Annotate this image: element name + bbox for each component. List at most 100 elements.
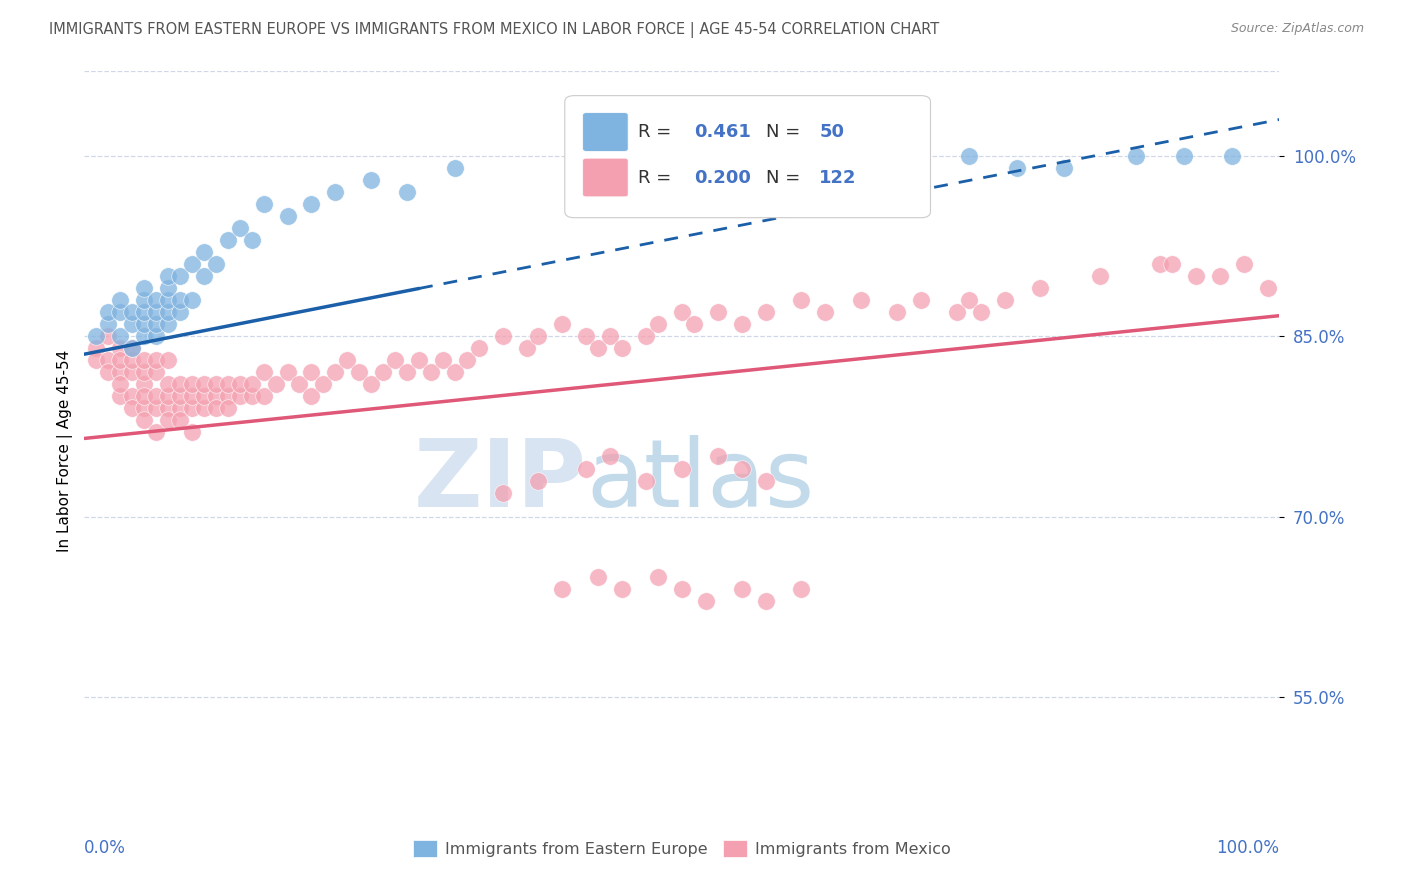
Point [683, 317, 706, 331]
Point [240, 377, 263, 392]
Point [396, 365, 419, 379]
Point [731, 317, 754, 331]
Point [277, 209, 299, 223]
FancyBboxPatch shape [582, 158, 628, 197]
Point [432, 353, 454, 368]
Point [575, 329, 598, 343]
Point [468, 341, 491, 355]
Point [1220, 148, 1243, 162]
Point [910, 172, 932, 186]
Point [790, 582, 813, 596]
Point [253, 196, 276, 211]
Point [121, 341, 143, 355]
FancyBboxPatch shape [565, 95, 931, 218]
Point [193, 389, 215, 403]
Point [205, 377, 228, 392]
Point [253, 389, 276, 403]
Point [325, 185, 347, 199]
Point [110, 377, 132, 392]
Point [145, 293, 167, 307]
Point [349, 365, 371, 379]
Point [169, 377, 191, 392]
Text: 50: 50 [820, 123, 845, 141]
Point [1209, 268, 1232, 283]
Point [695, 594, 717, 608]
Point [253, 365, 276, 379]
Point [169, 389, 191, 403]
Point [516, 341, 538, 355]
Point [121, 365, 143, 379]
Point [790, 185, 813, 199]
Point [336, 353, 359, 368]
Point [181, 389, 204, 403]
Point [193, 268, 215, 283]
Point [145, 401, 167, 416]
Point [240, 233, 263, 247]
Point [86, 341, 108, 355]
Point [97, 365, 120, 379]
Point [229, 220, 252, 235]
Point [957, 148, 980, 162]
Point [132, 305, 156, 319]
Point [157, 353, 180, 368]
Point [97, 353, 120, 368]
Point [132, 413, 156, 427]
Point [1173, 148, 1195, 162]
Point [360, 172, 382, 186]
Point [1125, 148, 1147, 162]
Point [851, 293, 873, 307]
Point [157, 317, 180, 331]
Point [110, 305, 132, 319]
Point [1005, 161, 1028, 175]
Point [132, 353, 156, 368]
Point [373, 365, 395, 379]
Text: 100.0%: 100.0% [1216, 839, 1279, 857]
Point [169, 413, 191, 427]
Point [157, 305, 180, 319]
Point [132, 365, 156, 379]
Point [157, 281, 180, 295]
Point [1233, 257, 1256, 271]
Point [121, 389, 143, 403]
Point [217, 401, 239, 416]
Point [1161, 257, 1184, 271]
Point [97, 305, 120, 319]
Y-axis label: In Labor Force | Age 45-54: In Labor Force | Age 45-54 [58, 350, 73, 551]
Point [325, 365, 347, 379]
Point [121, 401, 143, 416]
Point [181, 401, 204, 416]
Point [110, 389, 132, 403]
Point [145, 329, 167, 343]
Point [110, 365, 132, 379]
Point [157, 413, 180, 427]
Point [612, 341, 634, 355]
Point [145, 305, 167, 319]
Point [181, 377, 204, 392]
Point [790, 293, 813, 307]
Point [229, 389, 252, 403]
Point [264, 377, 287, 392]
Point [110, 353, 132, 368]
Point [647, 570, 669, 584]
Point [814, 305, 837, 319]
Point [384, 353, 406, 368]
Point [121, 341, 143, 355]
Point [169, 401, 191, 416]
Point [110, 341, 132, 355]
Text: atlas: atlas [586, 434, 814, 527]
Point [169, 268, 191, 283]
Text: Source: ZipAtlas.com: Source: ZipAtlas.com [1230, 22, 1364, 36]
Point [527, 474, 550, 488]
Point [132, 389, 156, 403]
Point [957, 293, 980, 307]
Text: R =: R = [638, 123, 676, 141]
Point [994, 293, 1017, 307]
Point [731, 582, 754, 596]
Point [145, 353, 167, 368]
FancyBboxPatch shape [582, 112, 628, 152]
Point [731, 461, 754, 475]
Point [157, 401, 180, 416]
Point [671, 582, 693, 596]
Point [205, 389, 228, 403]
Point [132, 329, 156, 343]
